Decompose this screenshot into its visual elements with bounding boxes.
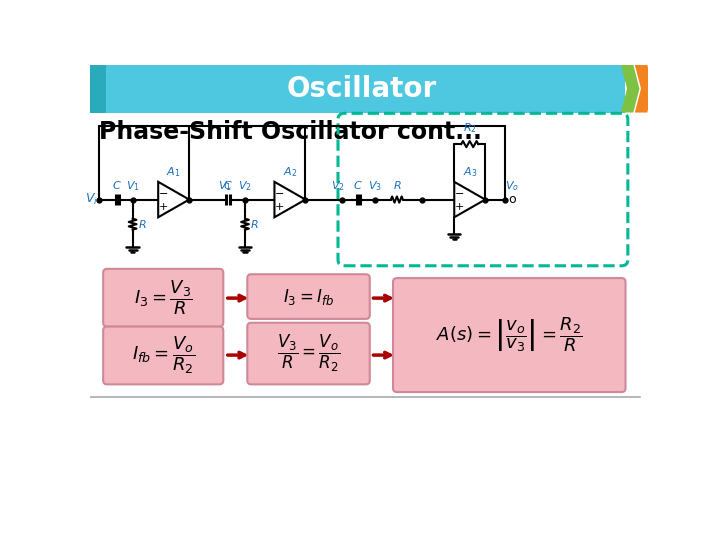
FancyBboxPatch shape: [90, 65, 625, 112]
FancyBboxPatch shape: [103, 327, 223, 384]
Text: $C$: $C$: [112, 179, 122, 191]
Text: $A(s) = \left|\dfrac{v_o}{v_3}\right| = \dfrac{R_2}{R}$: $A(s) = \left|\dfrac{v_o}{v_3}\right| = …: [436, 316, 582, 354]
Text: $A_3$: $A_3$: [462, 165, 477, 179]
FancyBboxPatch shape: [393, 278, 626, 392]
Text: $A_2$: $A_2$: [283, 165, 297, 179]
Text: $R_2$: $R_2$: [463, 121, 477, 135]
Text: o: o: [508, 193, 516, 206]
Text: $V_2$: $V_2$: [331, 179, 345, 193]
Text: $I_{fb} = \dfrac{V_o}{R_2}$: $I_{fb} = \dfrac{V_o}{R_2}$: [132, 335, 195, 376]
Polygon shape: [635, 65, 654, 112]
FancyBboxPatch shape: [103, 269, 223, 327]
FancyBboxPatch shape: [248, 323, 370, 384]
Text: $V_i$: $V_i$: [85, 192, 98, 207]
Text: $+$: $+$: [274, 201, 284, 212]
Text: $R$: $R$: [251, 218, 259, 230]
Polygon shape: [454, 182, 485, 217]
Text: $V_3$: $V_3$: [368, 179, 382, 193]
Text: $-$: $-$: [158, 187, 168, 198]
Text: $V_2$: $V_2$: [238, 179, 252, 193]
Text: $I_3 = \dfrac{V_3}{R}$: $I_3 = \dfrac{V_3}{R}$: [134, 279, 193, 317]
Text: $R$: $R$: [138, 218, 147, 230]
Text: $+$: $+$: [454, 201, 464, 212]
Text: Oscillator: Oscillator: [286, 75, 436, 103]
Text: $V_1$: $V_1$: [218, 179, 232, 193]
FancyBboxPatch shape: [248, 274, 370, 319]
Text: $A_1$: $A_1$: [166, 165, 181, 179]
Text: $-$: $-$: [454, 187, 464, 198]
Text: $C$: $C$: [354, 179, 363, 191]
Text: $R$: $R$: [392, 179, 401, 191]
Polygon shape: [274, 182, 305, 217]
Text: $V_o$: $V_o$: [505, 179, 519, 193]
Text: $C$: $C$: [223, 179, 233, 191]
Polygon shape: [90, 65, 106, 112]
Polygon shape: [649, 65, 667, 112]
Text: $\dfrac{V_3}{R} = \dfrac{V_o}{R_2}$: $\dfrac{V_3}{R} = \dfrac{V_o}{R_2}$: [277, 333, 340, 374]
Polygon shape: [621, 65, 639, 112]
Text: $-$: $-$: [274, 187, 284, 198]
Text: $V_1$: $V_1$: [126, 179, 140, 193]
Text: $+$: $+$: [158, 201, 168, 212]
Text: $I_3 = I_{fb}$: $I_3 = I_{fb}$: [283, 287, 334, 307]
Polygon shape: [158, 182, 189, 217]
Text: Phase-Shift Oscillator cont...: Phase-Shift Oscillator cont...: [99, 120, 482, 144]
